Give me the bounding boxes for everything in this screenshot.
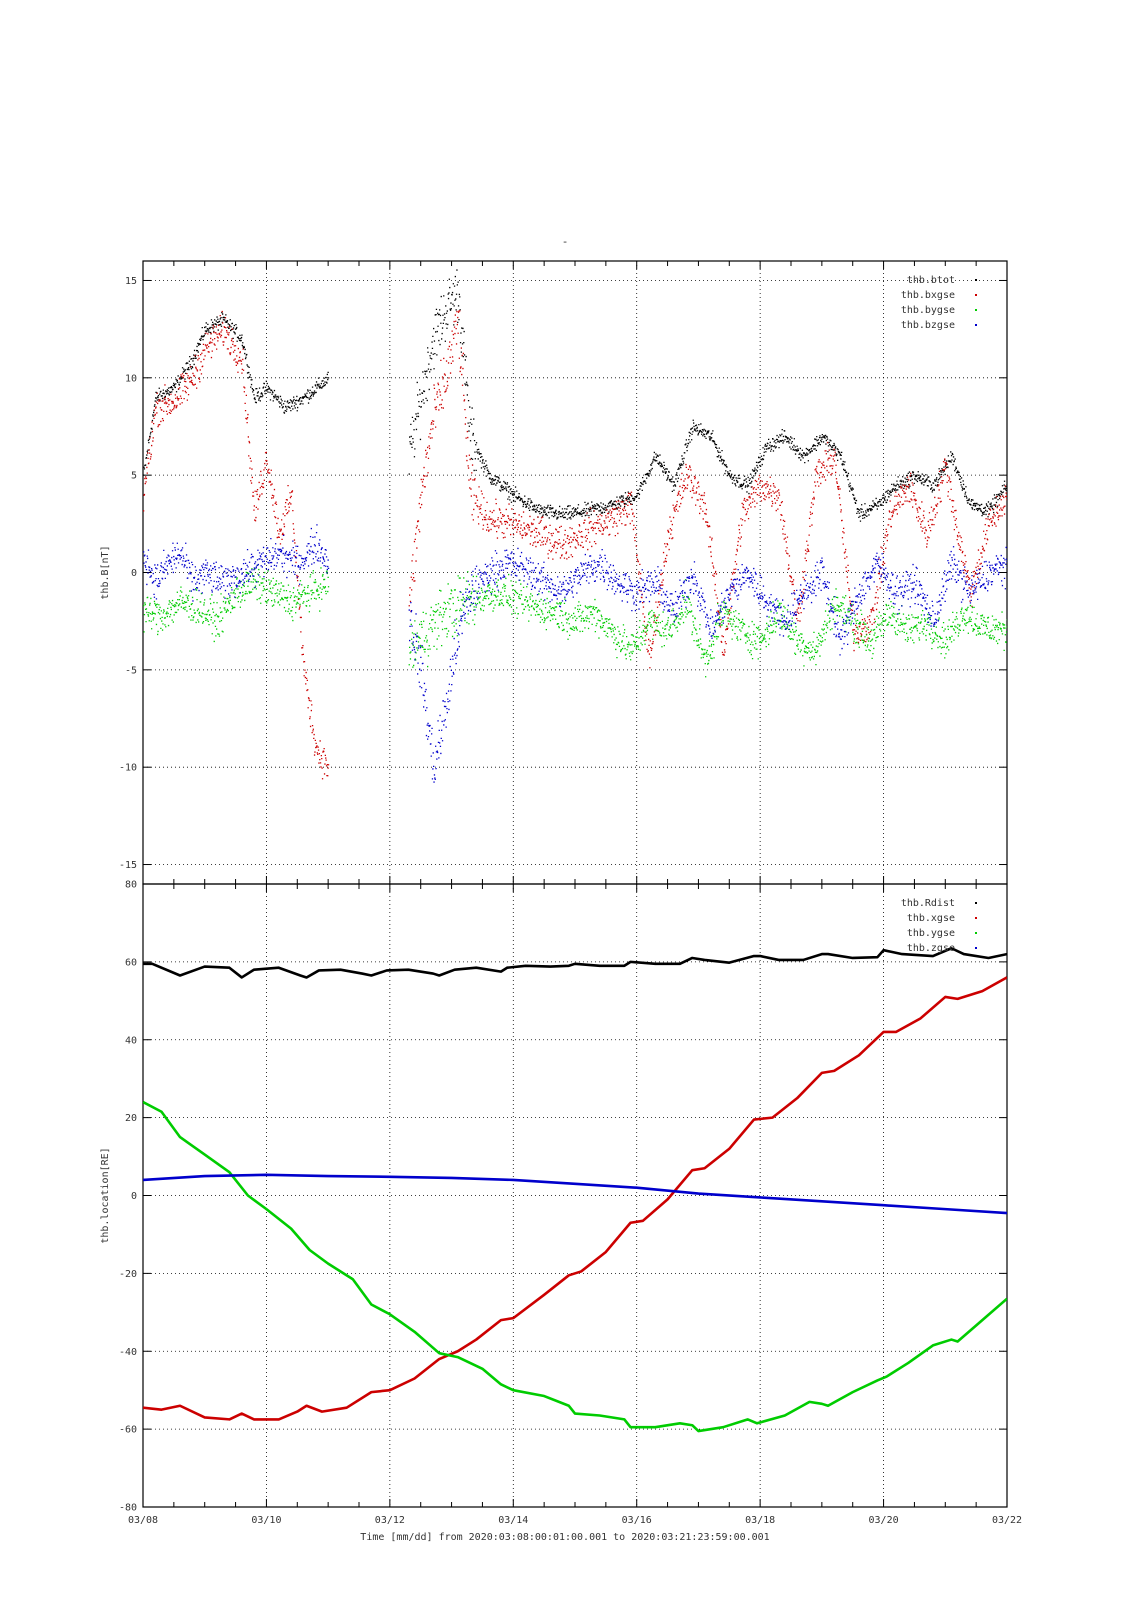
legend-label: thb.xgse	[907, 913, 955, 924]
series-thb-Rdist	[143, 946, 1007, 979]
location-panel: 80 60 40 20 0 -20 -40 -60 -80 thb.location[RE] thb…	[100, 880, 1008, 1514]
y-tick-label: 40	[125, 1035, 137, 1046]
y-tick-label: -5	[125, 665, 137, 676]
magnetic-field-panel: 15 10 5 0 -5 -10 -15 thb.B[nT] thb.btot thb.bxgse…	[100, 260, 1008, 885]
series-points	[143, 310, 1007, 780]
y-tick-label: 20	[125, 1113, 137, 1124]
x-tick-label: 03/12	[375, 1515, 405, 1526]
plot-area	[143, 946, 1007, 1433]
legend-marker	[975, 947, 977, 949]
x-axis-label: Time [mm/dd] from 2020:03:08:00:01:00.00…	[360, 1532, 769, 1543]
x-tick-label: 03/08	[128, 1515, 158, 1526]
legend-marker	[975, 917, 977, 919]
x-tick-label: 03/10	[251, 1515, 281, 1526]
series-thb-bygse	[143, 564, 1007, 678]
plot-area	[143, 269, 1007, 783]
x-tick-label: 03/20	[869, 1515, 899, 1526]
legend-label: thb.btot	[907, 275, 955, 286]
series-thb-bzgse	[143, 524, 1007, 783]
legend-label: thb.bxgse	[901, 290, 955, 301]
series-points	[143, 524, 1007, 783]
y-tick-label: 15	[125, 276, 137, 287]
y-tick-label: -60	[119, 1425, 137, 1436]
legend-marker	[975, 294, 977, 296]
series-thb-bxgse	[143, 310, 1007, 780]
legend-label: thb.bygse	[901, 305, 955, 316]
y-axis-label: thb.location[RE]	[100, 1147, 111, 1243]
legend-marker	[975, 279, 977, 281]
series-thb-zgse	[143, 1173, 1007, 1215]
series-points	[143, 564, 1007, 678]
y-tick-label: -80	[119, 1503, 137, 1514]
x-tick-label: 03/18	[745, 1515, 775, 1526]
series-line	[143, 1100, 1007, 1433]
series-points	[143, 269, 1007, 522]
series-line	[143, 1173, 1007, 1215]
x-tick-labels: 03/08 03/10 03/12 03/14 03/16 03/18 03/20 03/22	[128, 1515, 1022, 1526]
legend-marker	[975, 309, 977, 311]
legend: thb.btot thb.bxgse thb.bygse thb.bzgse	[901, 275, 977, 331]
y-tick-label: 5	[131, 471, 137, 482]
series-line	[143, 976, 1007, 1421]
y-tick-label: 0	[131, 1191, 137, 1202]
y-tick-label: -10	[119, 763, 137, 774]
series-thb-ygse	[143, 1100, 1007, 1433]
legend-label: thb.bzgse	[901, 320, 955, 331]
y-tick-label: 80	[125, 880, 137, 891]
legend-label: thb.zgse	[907, 943, 955, 954]
legend-label: thb.Rdist	[901, 898, 955, 909]
y-tick-label: -15	[119, 860, 137, 871]
legend-marker	[975, 902, 977, 904]
series-line	[143, 946, 1007, 979]
x-tick-label: 03/16	[622, 1515, 652, 1526]
y-axis-label: thb.B[nT]	[100, 545, 111, 599]
series-thb-xgse	[143, 976, 1007, 1421]
x-tick-label: 03/14	[498, 1515, 528, 1526]
figure-title-mark: -	[562, 235, 569, 248]
legend-label: thb.ygse	[907, 928, 955, 939]
x-tick-label: 03/22	[992, 1515, 1022, 1526]
legend-marker	[975, 324, 977, 326]
y-tick-label: -40	[119, 1347, 137, 1358]
y-tick-label: 10	[125, 373, 137, 384]
y-tick-label: -20	[119, 1269, 137, 1280]
y-tick-label: 0	[131, 568, 137, 579]
series-thb-btot	[143, 269, 1007, 522]
y-tick-label: 60	[125, 957, 137, 968]
legend-marker	[975, 932, 977, 934]
legend: thb.Rdist thb.xgse thb.ygse thb.zgse	[901, 898, 977, 954]
